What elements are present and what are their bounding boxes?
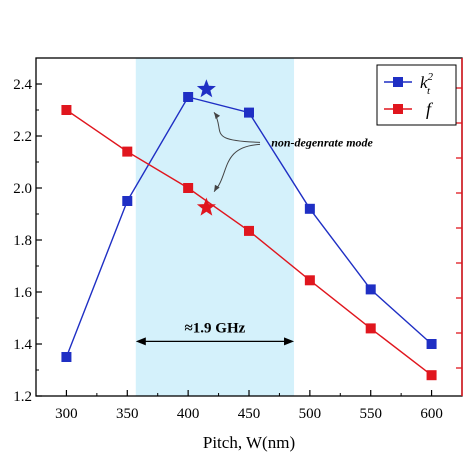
x-tick-label: 350 [116, 406, 139, 422]
data-point [304, 203, 315, 214]
star-marker [196, 79, 216, 98]
y-tick-label: 2.0 [13, 181, 32, 197]
x-tick-label: 450 [238, 406, 261, 422]
x-tick-label: 600 [420, 406, 443, 422]
legend-box [376, 64, 457, 126]
data-point [244, 225, 254, 236]
x-tick-label: 500 [299, 406, 322, 422]
legend-label-f: f [426, 99, 434, 119]
y-tick-label: 2.2 [13, 129, 32, 145]
band-width-label: ≈1.9 GHz [185, 320, 246, 336]
data-point [365, 284, 376, 295]
x-axis: 300 350 400 450 500 550 600 [55, 390, 443, 422]
star-marker [196, 197, 216, 216]
band-arrowhead-left [135, 337, 146, 346]
data-point [304, 275, 315, 286]
series-layer [61, 79, 437, 381]
data-point [365, 323, 376, 334]
annotation-arrow [213, 143, 261, 193]
data-point [122, 146, 133, 157]
data-point [61, 352, 72, 362]
annotation-arrowhead [214, 184, 220, 192]
highlight-band [135, 58, 295, 396]
band-arrowhead-right [284, 337, 295, 346]
data-point [244, 107, 254, 118]
y-tick-label: 1.6 [13, 285, 32, 301]
data-point [426, 339, 437, 349]
y-tick-label: 2.4 [13, 77, 32, 93]
right-axis [456, 58, 463, 396]
band-annotation: ≈1.9 GHz [135, 320, 295, 346]
annotation-arrowhead [214, 112, 221, 120]
annotation-label: non-degenrate mode [271, 135, 373, 149]
legend-marker [393, 104, 403, 114]
annotation-layer: non-degenrate mode [213, 111, 374, 193]
data-point [426, 370, 437, 381]
data-point [122, 196, 133, 206]
x-tick-label: 300 [55, 406, 78, 422]
data-point [183, 183, 194, 193]
y-tick-label: 1.4 [13, 337, 32, 353]
highlight-band-layer [135, 58, 295, 396]
left-axis: 1.2 1.4 1.6 1.8 2.0 2.2 2.4 [13, 77, 42, 405]
data-point [61, 105, 72, 115]
x-axis-label: Pitch, W(nm) [203, 433, 295, 452]
legend-label-kt2: k2 t [420, 71, 434, 97]
legend: k2 t f [376, 64, 457, 126]
x-tick-label: 400 [177, 406, 200, 422]
y-tick-label: 1.2 [13, 389, 32, 405]
x-tick-label: 550 [359, 406, 382, 422]
y-tick-label: 1.8 [13, 233, 32, 249]
data-point [183, 92, 194, 102]
legend-marker [393, 77, 403, 87]
